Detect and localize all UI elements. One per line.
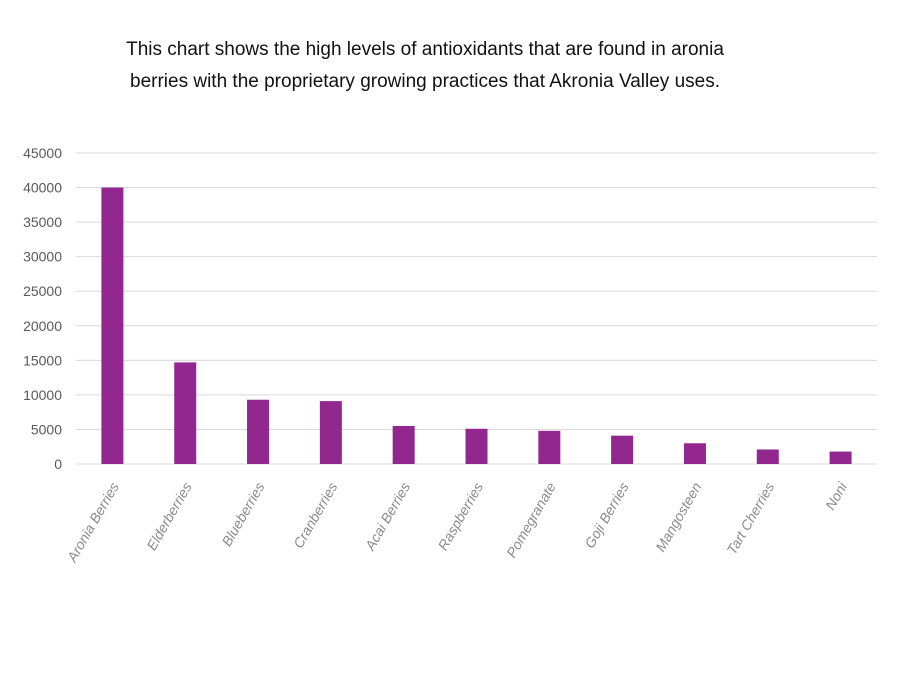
caption-line-1: This chart shows the high levels of anti… — [126, 39, 724, 60]
x-axis-category-labels: Aronia Berries Elderberries Blueberries Cra… — [63, 479, 850, 565]
bar-pomegranate — [538, 430, 561, 464]
x-category-label: Elderberries — [143, 480, 195, 553]
bar-goji-berries — [611, 435, 634, 464]
x-category-label: Pomegranate — [503, 479, 559, 560]
y-tick-label: 15000 — [23, 352, 62, 368]
caption-line-2: berries with the proprietary growing pra… — [130, 71, 720, 92]
gridlines — [76, 152, 877, 465]
bar-acai-berries — [392, 425, 415, 464]
x-category-label: Raspberries — [434, 480, 486, 553]
y-tick-label: 5000 — [31, 421, 62, 437]
x-category-label: Goji Berries — [581, 480, 631, 551]
bar-mangosteen — [683, 443, 706, 464]
x-category-label: Blueberries — [218, 480, 267, 549]
bar-raspberries — [465, 428, 488, 464]
bar-cranberries — [319, 401, 342, 464]
x-category-label: Cranberries — [290, 480, 340, 551]
bar-elderberries — [174, 362, 197, 464]
x-category-label: Aronia Berries — [63, 480, 122, 566]
bar-blueberries — [247, 399, 270, 464]
y-tick-label: 45000 — [23, 145, 62, 161]
y-tick-label: 30000 — [23, 249, 62, 265]
bar-tart-cherries — [756, 449, 779, 464]
y-tick-label: 0 — [54, 456, 62, 472]
y-axis-tick-labels: 0 5000 10000 15000 20000 25000 30000 35000 40000… — [23, 145, 62, 472]
x-category-label: Noni — [822, 479, 851, 513]
bar-noni — [829, 451, 852, 464]
y-tick-label: 35000 — [23, 214, 62, 230]
bar-aronia-berries — [101, 187, 124, 465]
y-tick-label: 10000 — [23, 387, 62, 403]
x-category-label: Tart Cherries — [723, 480, 777, 558]
y-tick-label: 20000 — [23, 318, 62, 334]
y-tick-label: 25000 — [23, 283, 62, 299]
chart-caption: This chart shows the high levels of anti… — [60, 34, 790, 98]
y-tick-label: 40000 — [23, 180, 62, 196]
x-category-label: Mangosteen — [652, 479, 704, 554]
x-category-label: Acai Berries — [361, 480, 413, 554]
bars — [101, 187, 852, 465]
